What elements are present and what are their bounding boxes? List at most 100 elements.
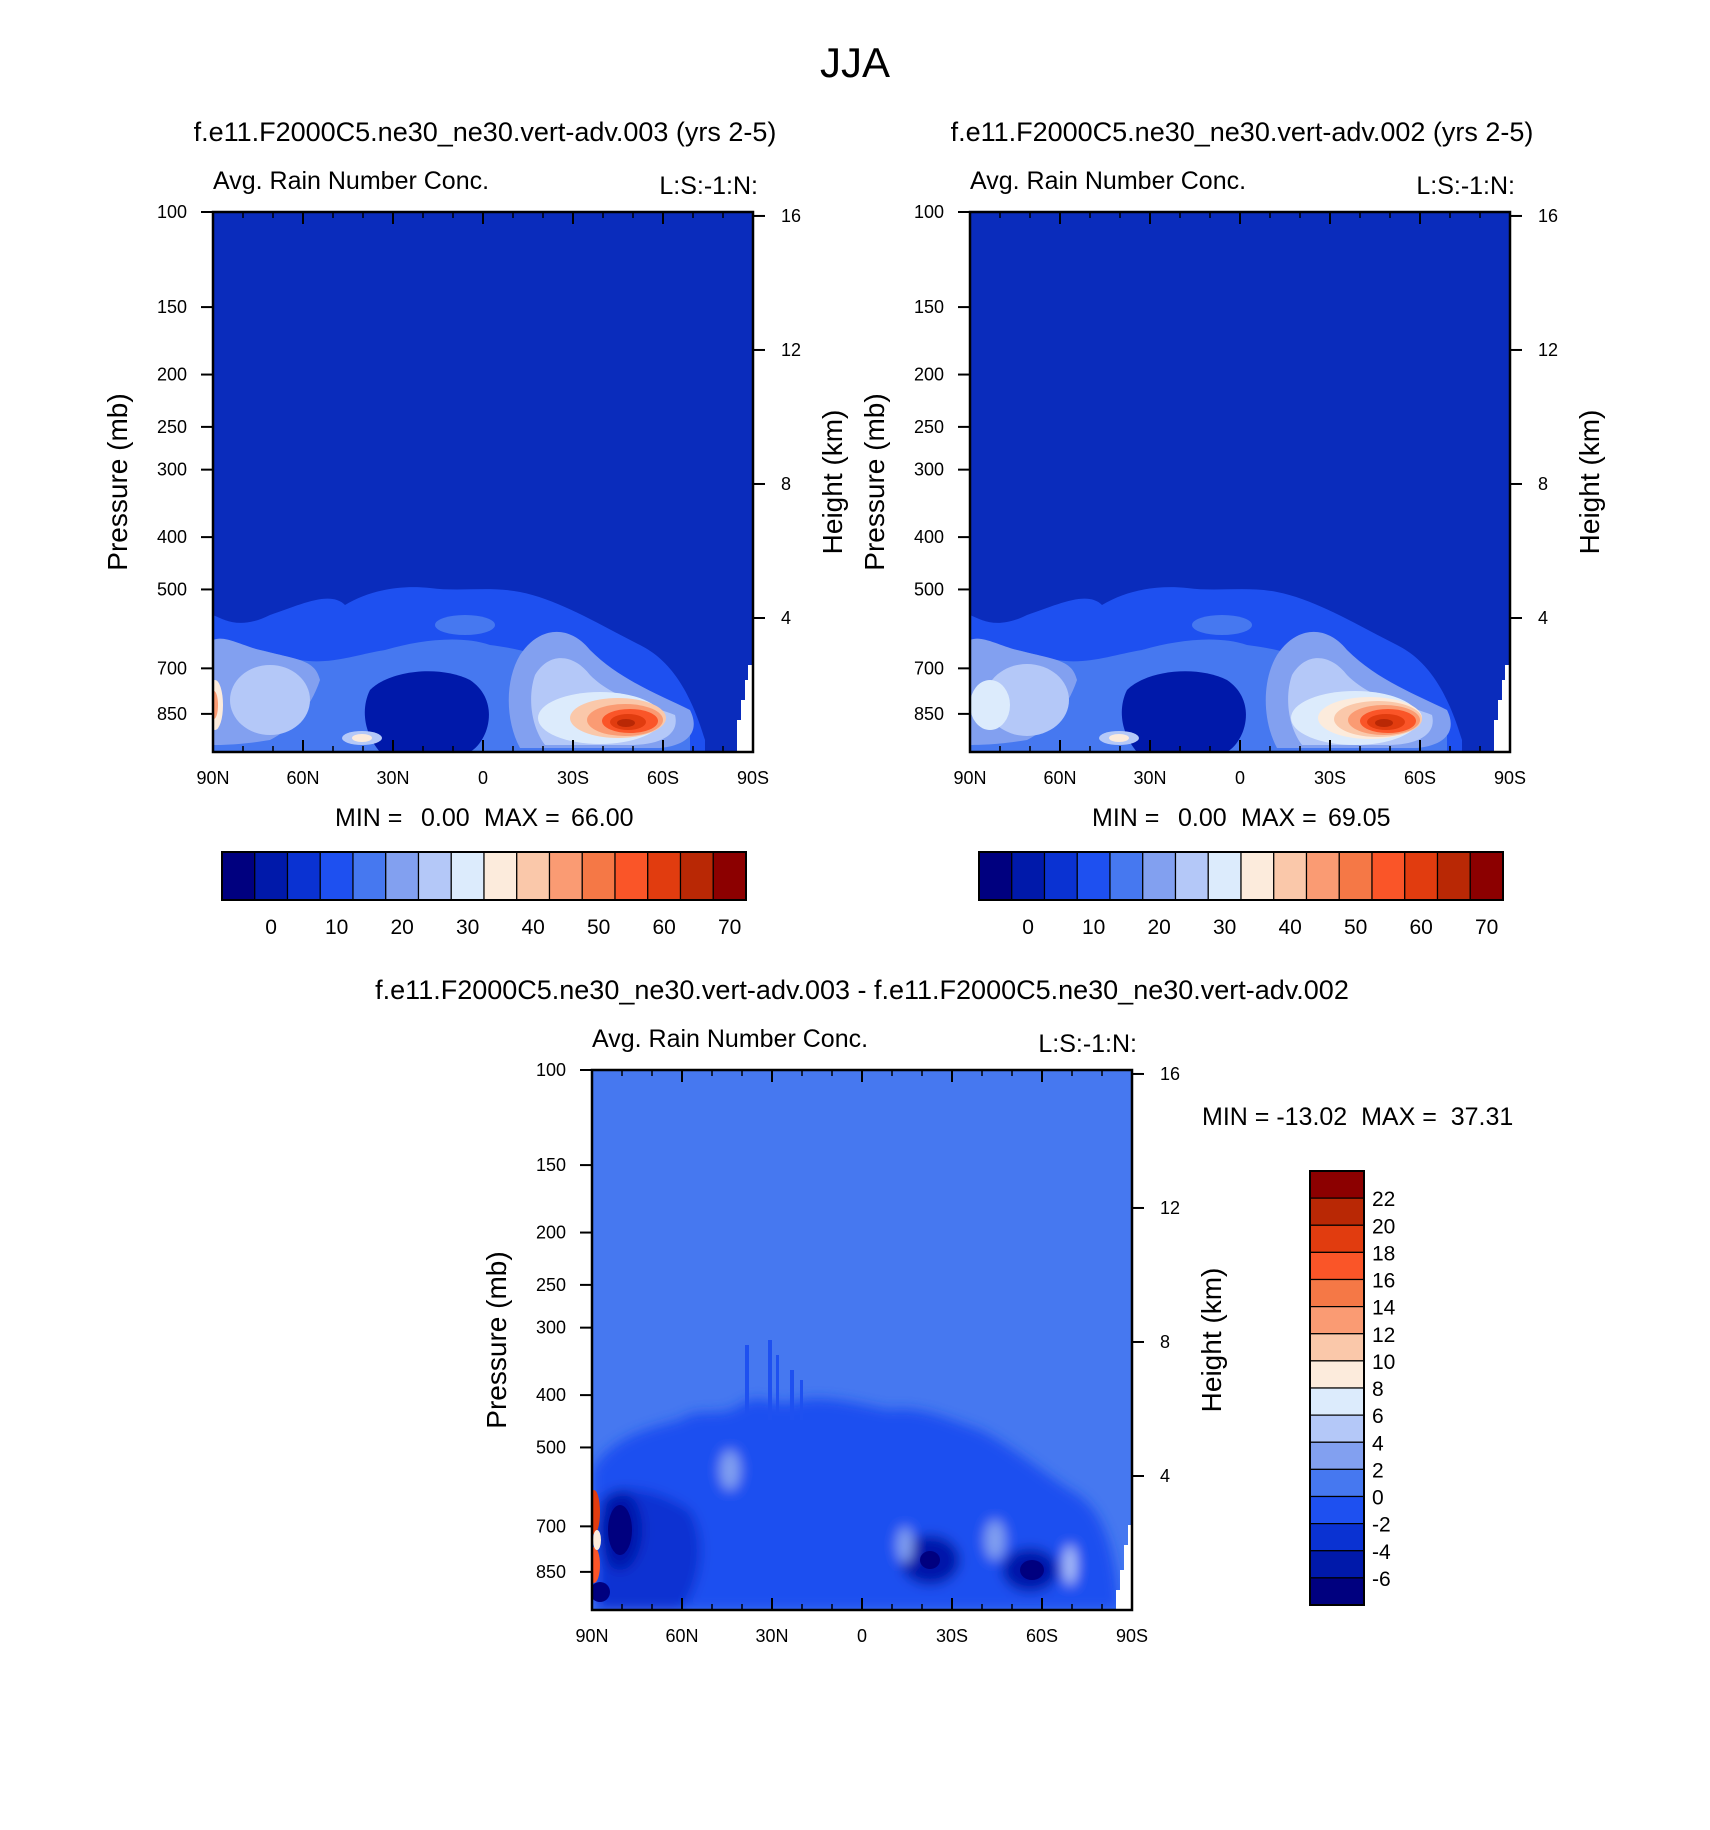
colorbar-label: 22 [1372,1188,1395,1211]
colorbar-swatch [352,851,387,901]
panel-c-blob-red-1 [592,1490,600,1534]
colorbar-swatch [1309,1197,1365,1226]
panel-a-subtitle-left: Avg. Rain Number Conc. [213,167,489,195]
colorbar-swatch [483,851,518,901]
panel-test-002: f.e11.F2000C5.ne30_ne30.vert-adv.002 (yr… [859,117,1605,939]
panel-a-blob-pale-left [230,665,310,735]
panel-a-min-label: MIN = [335,804,402,832]
panel-c-blob-red-2 [592,1547,600,1583]
x-tick-label: 90N [953,768,986,788]
y-right-tick-label: 8 [1160,1332,1170,1352]
colorbar-label: 0 [1372,1487,1384,1510]
y-right-tick-label: 4 [781,608,791,628]
colorbar-swatch [1011,851,1046,901]
y-tick-label: 700 [536,1516,566,1536]
panel-a-min-value: 0.00 [421,804,470,832]
colorbar-swatch [385,851,420,901]
colorbar-label: 50 [587,916,610,939]
y-tick-label: 500 [914,579,944,599]
colorbar-swatch [1371,851,1406,901]
x-tick-label: 60S [647,768,679,788]
colorbar-swatch [254,851,289,901]
colorbar-label: 40 [521,916,544,939]
colorbar-label: 60 [1409,916,1432,939]
colorbar-swatch [1174,851,1209,901]
y-tick-label: 100 [536,1060,566,1080]
y-tick-label: 200 [536,1223,566,1243]
x-tick-label: 90N [575,1626,608,1646]
colorbar-swatch [319,851,354,901]
colorbar-label: 20 [1147,916,1170,939]
panel-b-axes: 90N 60N 30N 0 30S 60S 90S 100 150 200 250 300 400 500… [914,202,1558,788]
y-tick-label: 150 [914,297,944,317]
panel-c-vertical-streaks [745,1340,803,1420]
y-tick-label: 400 [914,527,944,547]
colorbar-swatch [1142,851,1177,901]
y-right-tick-label: 16 [1538,206,1558,226]
panel-a-stats: MIN = 0.00 MAX = 66.00 [335,804,634,832]
panel-b-max-value: 69.05 [1328,804,1391,832]
colorbar-label: 10 [1372,1351,1395,1374]
y-tick-label: 300 [914,460,944,480]
colorbar-label: 0 [265,916,277,939]
panel-c-ylabel-right: Height (km) [1196,1268,1227,1413]
y-right-tick-label: 8 [781,474,791,494]
y-tick-label: 700 [157,658,187,678]
colorbar-swatch [221,851,256,901]
colorbar-outline [1309,1170,1365,1606]
y-tick-label: 850 [157,704,187,724]
x-tick-label: 90S [1116,1626,1148,1646]
panel-c-blob-pale-2 [897,1527,913,1563]
y-tick-label: 400 [157,527,187,547]
panel-b-title: f.e11.F2000C5.ne30_ne30.vert-adv.002 (yr… [951,117,1534,147]
panel-c-streak-3 [776,1355,779,1415]
panel-b-blob-dark [1121,671,1246,752]
panel-c-blob-darkest-1 [608,1505,632,1555]
colorbar-swatch [1309,1170,1365,1199]
panel-c-ylabel: Pressure (mb) [481,1251,512,1428]
panel-b-subtitle-right: L:S:-1:N: [1416,172,1515,200]
y-tick-label: 500 [536,1437,566,1457]
panel-c-streak-1 [745,1345,749,1415]
panel-b-blob-light-left [970,680,1010,730]
colorbar-label: 16 [1372,1270,1395,1293]
y-tick-label: 100 [914,202,944,222]
x-tick-label: 60S [1404,768,1436,788]
x-tick-label: 30N [376,768,409,788]
colorbar-label: 40 [1278,916,1301,939]
panel-b-min-label: MIN = [1092,804,1159,832]
panel-b-ylabel: Pressure (mb) [859,393,890,570]
colorbar-swatch [516,851,551,901]
colorbar-label: 10 [325,916,348,939]
colorbar-swatch [1309,1441,1365,1470]
y-right-tick-label: 12 [1538,340,1558,360]
panel-a-max-label: MAX = [484,804,560,832]
panel-c-blob-pale-3 [985,1520,1005,1560]
x-tick-label: 30N [1133,768,1166,788]
y-right-tick-label: 16 [1160,1064,1180,1084]
colorbar-swatch [1309,1414,1365,1443]
x-tick-label: 60N [286,768,319,788]
colorbar-swatch [1309,1360,1365,1389]
colorbar-swatch [286,851,321,901]
colorbar-swatch [1273,851,1308,901]
y-tick-label: 250 [157,417,187,437]
colorbar-swatch [417,851,452,901]
panel-difference: f.e11.F2000C5.ne30_ne30.vert-adv.003 - f… [375,975,1513,1646]
colorbar-swatch [978,851,1013,901]
colorbar-swatch [1305,851,1340,901]
x-tick-label: 90S [737,768,769,788]
panel-c-blob-pale-4 [1064,1545,1076,1585]
panel-a-title: f.e11.F2000C5.ne30_ne30.vert-adv.003 (yr… [194,117,777,147]
colorbar-label: 0 [1022,916,1034,939]
panel-a-ylabel: Pressure (mb) [102,393,133,570]
y-tick-label: 850 [914,704,944,724]
x-tick-label: 0 [1235,768,1245,788]
colorbar-swatch [1338,851,1373,901]
y-tick-label: 200 [914,365,944,385]
colorbar-swatch [712,851,747,901]
page-title: JJA [820,39,890,86]
panel-a-blob-core [617,719,635,727]
x-tick-label: 60N [1043,768,1076,788]
